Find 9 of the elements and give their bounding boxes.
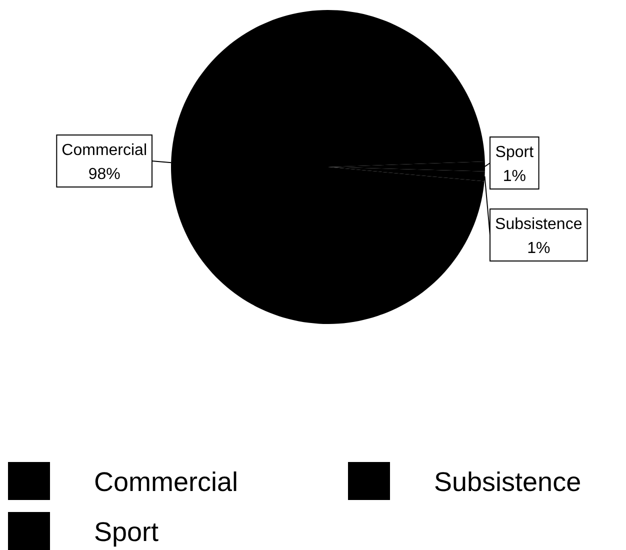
slice-label: Subsistence xyxy=(495,216,582,233)
legend-label: Sport xyxy=(94,517,160,547)
slice-label: Sport xyxy=(495,144,534,161)
data-label: 1% xyxy=(502,168,526,185)
data-label: 98% xyxy=(88,166,120,183)
slice-label: Commercial xyxy=(62,142,147,159)
legend-label: Commercial xyxy=(94,467,238,497)
legend-label: Subsistence xyxy=(434,467,582,497)
data-label: 1% xyxy=(527,240,550,257)
